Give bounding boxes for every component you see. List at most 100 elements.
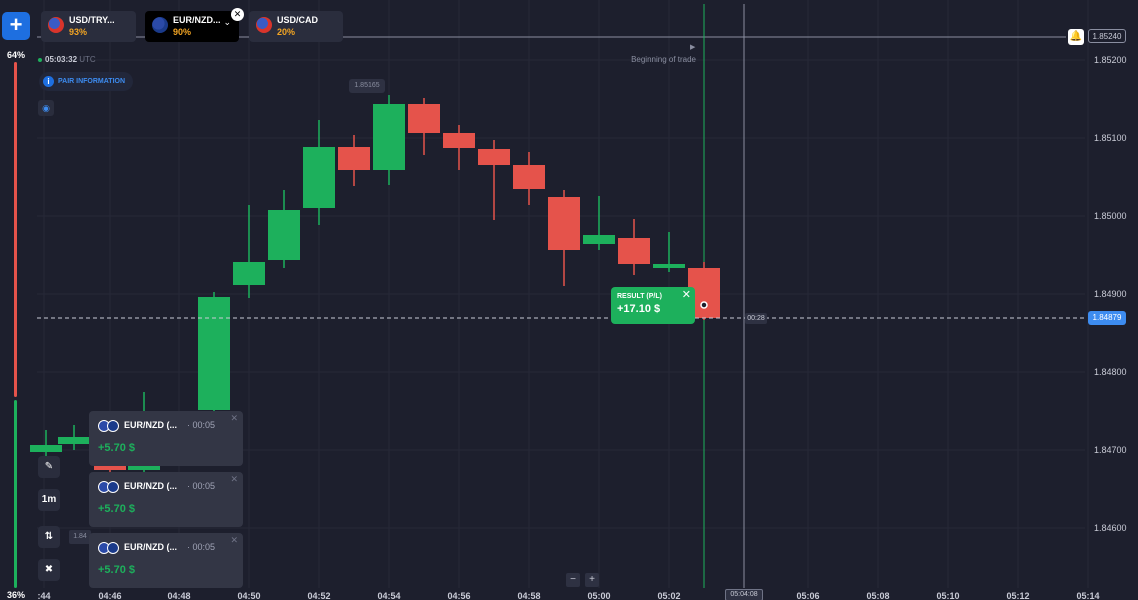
asset-tab-payout: 90% [173,27,192,37]
price-tick-label: 1.84900 [1094,289,1127,299]
buy-percent: 64% [6,50,25,60]
time-tick-label: 05:08 [866,591,889,600]
current-time-badge: 05:04:08 [725,589,763,600]
add-trade-button[interactable]: + [2,12,30,40]
close-icon[interactable]: ✕ [230,474,238,484]
trade-duration: · 00:05 [187,420,216,430]
draw-pencil-icon[interactable]: ✎ [38,456,60,478]
candle-body [548,197,580,250]
clock-time: 05:03:32 [45,55,78,64]
bell-icon[interactable]: 🔔 [1068,29,1084,45]
indicators-icon[interactable]: ✖ [38,559,60,581]
price-tick-label: 1.85000 [1094,211,1127,221]
candle-body [478,149,510,165]
zoom-out-button[interactable]: − [566,573,580,587]
price-tick-label: 1.85100 [1094,133,1127,143]
online-dot-icon [38,57,42,62]
candle-body [233,262,265,285]
asset-tab-name: USD/TRY... [69,15,115,25]
trade-pair: EUR/NZD (... [124,481,177,491]
top-price-box: 1.85240 [1088,29,1126,43]
eye-icon[interactable]: ◉ [38,100,54,116]
eur-nzd-flag-icon [98,420,120,432]
candle-body [30,445,62,452]
eur-nzd-flag-icon [152,17,168,33]
usd-try-flag-icon [48,17,64,33]
current-price-box: 1.84879 [1088,311,1126,325]
left-rail: + 64% 36% [0,0,32,600]
close-icon[interactable]: ✕ [681,289,691,301]
time-tick-label: 05:06 [796,591,819,600]
close-tab-icon[interactable]: ✕ [231,8,244,21]
candle-body [513,165,545,189]
price-tick-label: 1.84600 [1094,523,1127,533]
chevron-down-icon[interactable]: ⌄ [223,17,231,27]
time-tick-label: 05:12 [1006,591,1029,600]
candle-body [268,210,300,260]
result-pl-box: RESULT (P/L) +17.10 $ ✕ [611,287,695,324]
server-clock: 05:03:32 UTC [38,55,96,64]
pair-information-button[interactable]: i PAIR INFORMATION [39,72,134,91]
trade-card[interactable]: EUR/NZD (... · 00:05 +5.70 $ ✕ [89,533,243,588]
time-tick-label: 04:58 [517,591,540,600]
time-tick-label: :44 [37,591,50,600]
asset-tab-name: USD/CAD [277,15,319,25]
candle-body [198,297,230,410]
zoom-in-button[interactable]: + [585,573,599,587]
price-tick-label: 1.84800 [1094,367,1127,377]
time-tick-label: 05:10 [936,591,959,600]
candle-body [303,147,335,208]
trade-card[interactable]: EUR/NZD (... · 00:05 +5.70 $ ✕ [89,411,243,466]
trade-pair: EUR/NZD (... [124,420,177,430]
time-tick-label: 05:02 [657,591,680,600]
close-icon[interactable]: ✕ [230,413,238,423]
candle-body [618,238,650,264]
timeframe-button[interactable]: 1m [38,489,60,511]
left-price-badge: 1.84 [69,530,91,544]
eur-nzd-flag-icon [98,481,120,493]
candle-body [58,437,90,444]
trade-profit: +5.70 $ [98,503,136,515]
asset-tab-name: EUR/NZD... [173,15,221,25]
time-tick-label: 04:54 [377,591,400,600]
candle-body [583,235,615,244]
time-tick-label: 05:14 [1076,591,1099,600]
time-tick-label: 04:56 [447,591,470,600]
price-tick-label: 1.85200 [1094,55,1127,65]
trade-duration: · 00:05 [187,481,216,491]
time-tick-label: 04:46 [98,591,121,600]
asset-tab-usd-cad[interactable]: USD/CAD 20% [249,11,343,42]
time-tick-label: 04:48 [167,591,190,600]
eur-nzd-flag-icon [98,542,120,554]
time-tick-label: 05:00 [587,591,610,600]
candle-body [373,104,405,170]
candle-body [338,147,370,170]
price-tick-label: 1.84700 [1094,445,1127,455]
play-icon: ▶ [690,44,696,51]
trade-duration: · 00:05 [187,542,216,552]
buy-sentiment-bar [14,400,17,588]
chart-type-icon[interactable]: ⇅ [38,526,60,548]
candle-body [653,264,685,268]
info-icon: i [43,75,54,87]
candle-body [94,462,126,470]
result-label: RESULT (P/L) [617,293,662,300]
clock-zone: UTC [79,55,96,64]
trade-pair: EUR/NZD (... [124,542,177,552]
pair-information-label: PAIR INFORMATION [58,78,126,85]
asset-tab-payout: 20% [277,27,296,37]
asset-tab-eur-nzd[interactable]: EUR/NZD... 90% ⌄ [145,11,239,42]
time-tick-label: 04:52 [307,591,330,600]
candle-body [128,462,160,470]
beginning-of-trade-label: Beginning of trade [631,55,696,64]
candle-body [443,133,475,148]
asset-tab-payout: 93% [69,27,88,37]
candle-body [408,104,440,133]
asset-tab-usd-try[interactable]: USD/TRY... 93% [41,11,136,42]
expiry-timer-badge: 00:28 [745,313,767,324]
sell-sentiment-bar [14,62,17,397]
high-price-badge: 1.85165 [349,79,385,93]
close-icon[interactable]: ✕ [230,535,238,545]
trade-card[interactable]: EUR/NZD (... · 00:05 +5.70 $ ✕ [89,472,243,527]
